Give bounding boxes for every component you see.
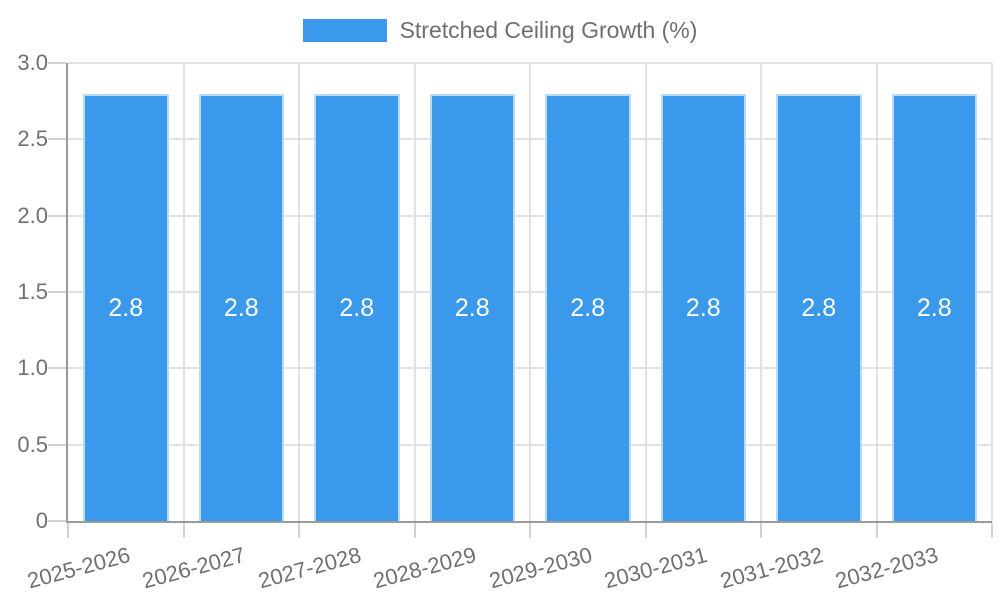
y-tick — [48, 214, 66, 217]
y-tick — [48, 138, 66, 141]
y-tick-label: 0 — [35, 508, 48, 533]
x-tick — [182, 523, 185, 538]
x-tick — [529, 523, 531, 538]
x-tick — [67, 523, 69, 538]
gridline-v — [182, 63, 185, 521]
bar: 2.8 — [429, 93, 515, 521]
gridline-v — [991, 63, 993, 521]
y-tick-label: 2.5 — [17, 126, 48, 152]
x-tick — [991, 523, 993, 538]
x-category-label: 2027-2028 — [255, 542, 364, 594]
legend-swatch — [302, 19, 387, 42]
y-tick-label: 3.0 — [17, 50, 48, 75]
gridline-v — [760, 63, 762, 521]
bar: 2.8 — [776, 93, 862, 521]
x-tick — [298, 523, 300, 538]
bar-value-label: 2.8 — [570, 293, 606, 322]
bar-value-label: 2.8 — [916, 293, 952, 322]
x-category-label: 2031-2032 — [717, 542, 826, 594]
gridline-v — [529, 63, 531, 521]
gridline-v — [644, 63, 647, 521]
x-category-label: 2025-2026 — [24, 542, 133, 594]
x-tick — [413, 523, 416, 538]
bar-value-label: 2.8 — [801, 293, 837, 322]
bar: 2.8 — [198, 93, 284, 521]
y-tick-label: 2.0 — [17, 202, 48, 228]
x-category-label: 2028-2029 — [370, 542, 479, 594]
bar-value-label: 2.8 — [223, 293, 259, 322]
bar: 2.8 — [660, 93, 746, 521]
plot-area: 2.8 2.8 2.8 2.8 2.8 2.8 2.8 2.8 — [48, 62, 993, 538]
bar: 2.8 — [83, 93, 169, 521]
legend-item[interactable]: Stretched Ceiling Growth (%) — [302, 17, 698, 44]
bar-value-label: 2.8 — [685, 293, 721, 322]
x-category-label: 2026-2027 — [139, 542, 248, 594]
chart-legend: Stretched Ceiling Growth (%) — [0, 17, 1000, 44]
y-tick — [48, 520, 66, 522]
y-tick-label: 1.5 — [17, 279, 48, 304]
x-category-label: 2032-2033 — [832, 542, 941, 594]
y-tick — [48, 443, 66, 446]
x-tick — [760, 523, 762, 538]
gridline-v — [875, 63, 878, 521]
gridline-v — [413, 63, 416, 521]
y-tick — [48, 62, 66, 64]
bar: 2.8 — [891, 93, 977, 521]
bar-value-label: 2.8 — [108, 293, 144, 322]
legend-label: Stretched Ceiling Growth (%) — [399, 17, 698, 43]
x-tick — [875, 523, 878, 538]
y-tick-label: 0.5 — [17, 431, 48, 457]
x-category-label: 2030-2031 — [601, 542, 710, 594]
x-tick — [644, 523, 647, 538]
bar: 2.8 — [545, 93, 631, 521]
y-tick — [48, 367, 66, 370]
gridline-v — [298, 63, 300, 521]
bar-value-label: 2.8 — [339, 293, 375, 322]
y-tick — [48, 291, 66, 293]
y-tick-label: 1.0 — [17, 355, 48, 381]
x-category-label: 2029-2030 — [486, 542, 595, 594]
bar: 2.8 — [314, 93, 400, 521]
bar-value-label: 2.8 — [454, 293, 490, 322]
